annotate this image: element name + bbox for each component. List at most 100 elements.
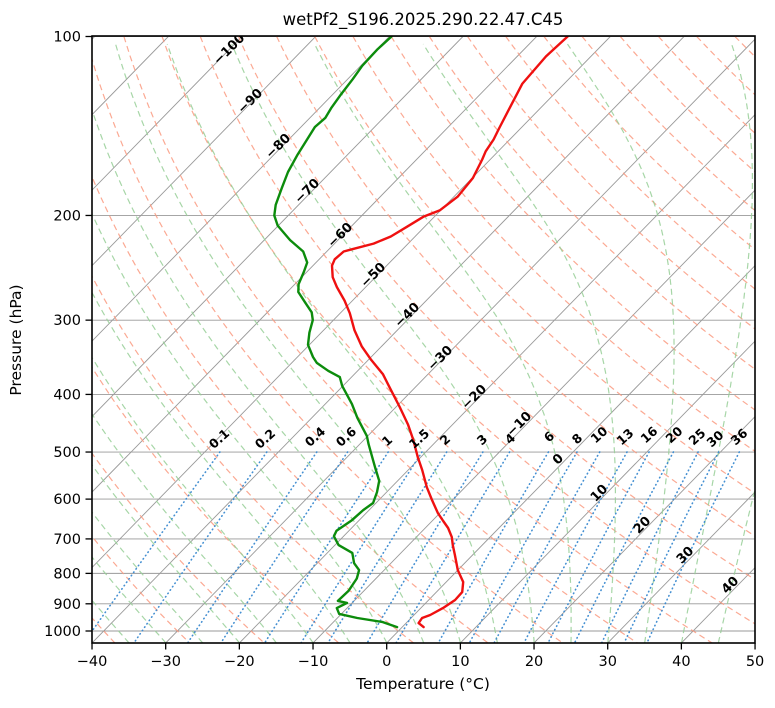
isotherm-label: 40 [719,574,742,597]
isotherm-line [312,189,755,643]
isotherm-line [165,38,755,643]
mixing-ratio-label: 0.2 [252,426,279,452]
mixing-ratio-label: 10 [588,423,611,446]
mixing-ratio-line [263,451,389,643]
x-tick-label: −20 [224,654,255,670]
dry-adiabat-line [467,36,755,330]
moist-adiabat-line [754,641,755,643]
moist-adiabat-line [92,291,351,643]
mixing-ratio-line [92,451,221,633]
x-tick-label: −10 [298,654,329,670]
isotherm-line [533,415,755,643]
dry-adiabat-line [92,535,190,643]
moist-adiabat-line [422,43,616,643]
isotherm-line [92,36,391,342]
isotherm-line [92,36,538,493]
isotherm-line [92,36,612,569]
mixing-ratio-label: 0.1 [206,426,233,452]
y-tick-label: 200 [53,208,81,224]
moist-adiabat-line [92,511,204,643]
y-tick-label: 400 [53,387,81,403]
y-tick-label: 500 [53,445,81,461]
mixing-ratio-line [366,451,484,643]
dry-adiabat-line [619,36,755,173]
x-tick-label: 30 [598,654,616,670]
y-tick-label: 900 [53,597,81,613]
mixing-ratio-label: 2 [437,431,454,448]
isotherm-label: −30 [425,343,456,374]
chart-title: wetPf2_S196.2025.290.22.47.C45 [283,10,564,30]
dry-adiabat-line [276,36,755,537]
dewpoint-curve [273,36,399,629]
inline-labels-layer: −100−90−80−70−60−50−40−30−20−10010203040… [206,36,751,597]
mixing-ratio-label: 0.6 [333,423,360,449]
isotherm-label: 0 [550,451,567,468]
isotherm-line [681,566,755,643]
plot-border [91,35,756,644]
moist-adiabat-line [92,107,425,643]
dry-adiabat-line [92,56,564,643]
x-tick-label: −40 [77,654,108,670]
isotherm-label: −20 [459,382,490,413]
moist-adiabat-line [115,43,462,643]
isotherm-line [92,36,464,418]
mixing-ratio-line [186,451,318,643]
moist-adiabat-line [680,43,753,643]
y-tick-label: 700 [53,532,81,548]
dry-adiabat-line [696,36,755,96]
mixing-ratio-line [547,451,650,643]
mixing-ratio-line [493,451,601,643]
mixing-ratio-label: 3 [474,431,491,448]
mixing-ratio-line [600,451,699,643]
mixing-ratio-label: 8 [569,430,586,447]
axes-layer: wetPf2_S196.2025.290.22.47.C45 Temperatu… [7,10,764,693]
y-tick-label: 800 [53,566,81,582]
moist-adiabat-line [717,487,755,643]
mixing-ratio-line [646,451,741,643]
mixing-ratio-line [623,451,720,643]
dry-adiabat-line [92,175,489,643]
mixing-ratio-label: 30 [704,427,727,450]
isotherm-label: 30 [674,544,697,567]
moist-adiabat-line [231,43,535,643]
y-axis-title: Pressure (hPa) [7,284,25,395]
dry-adiabat-line [92,366,340,643]
isotherm-line [460,340,755,643]
moist-adiabat-line [92,463,240,643]
background-lines-layer [92,36,755,643]
dry-adiabat-line [658,36,755,134]
mixing-ratio-line [327,451,448,643]
isotherm-label: 10 [588,482,611,505]
mixing-ratio-line [523,451,628,643]
dry-adiabat-line [428,36,755,370]
moist-adiabat-line [92,212,388,643]
x-tick-label: 20 [525,654,543,670]
dry-adiabat-line [161,36,713,643]
y-tick-label: 1000 [44,624,81,640]
x-tick-label: 10 [451,654,469,670]
mixing-ratio-label: 16 [638,423,661,446]
x-tick-label: 50 [746,654,764,670]
moist-adiabat-line [92,356,314,643]
mixing-ratio-line [395,451,511,643]
moist-adiabat-line [92,413,277,643]
mixing-ratio-line [573,451,675,643]
temperature-curve [330,36,569,629]
y-axis-ticks: 100 200 300 400 500 600 700 800 900 1000 [44,30,92,640]
dry-adiabat-line [543,36,755,251]
isotherm-line [92,36,170,116]
moist-adiabat-line [166,43,498,643]
isotherm-line [607,491,755,643]
dry-adiabat-line [92,275,414,643]
dry-adiabat-line [390,36,755,411]
isotherm-label: 20 [631,514,654,537]
dry-adiabat-line [237,36,755,581]
y-tick-label: 300 [53,313,81,329]
y-tick-label: 100 [53,30,81,46]
mixing-ratio-line [300,451,423,643]
x-tick-label: 0 [382,654,391,670]
dry-adiabat-line [92,452,265,643]
isotherm-line [386,264,755,643]
isotherm-label: −90 [235,86,266,117]
x-axis-title: Temperature (°C) [355,675,490,693]
